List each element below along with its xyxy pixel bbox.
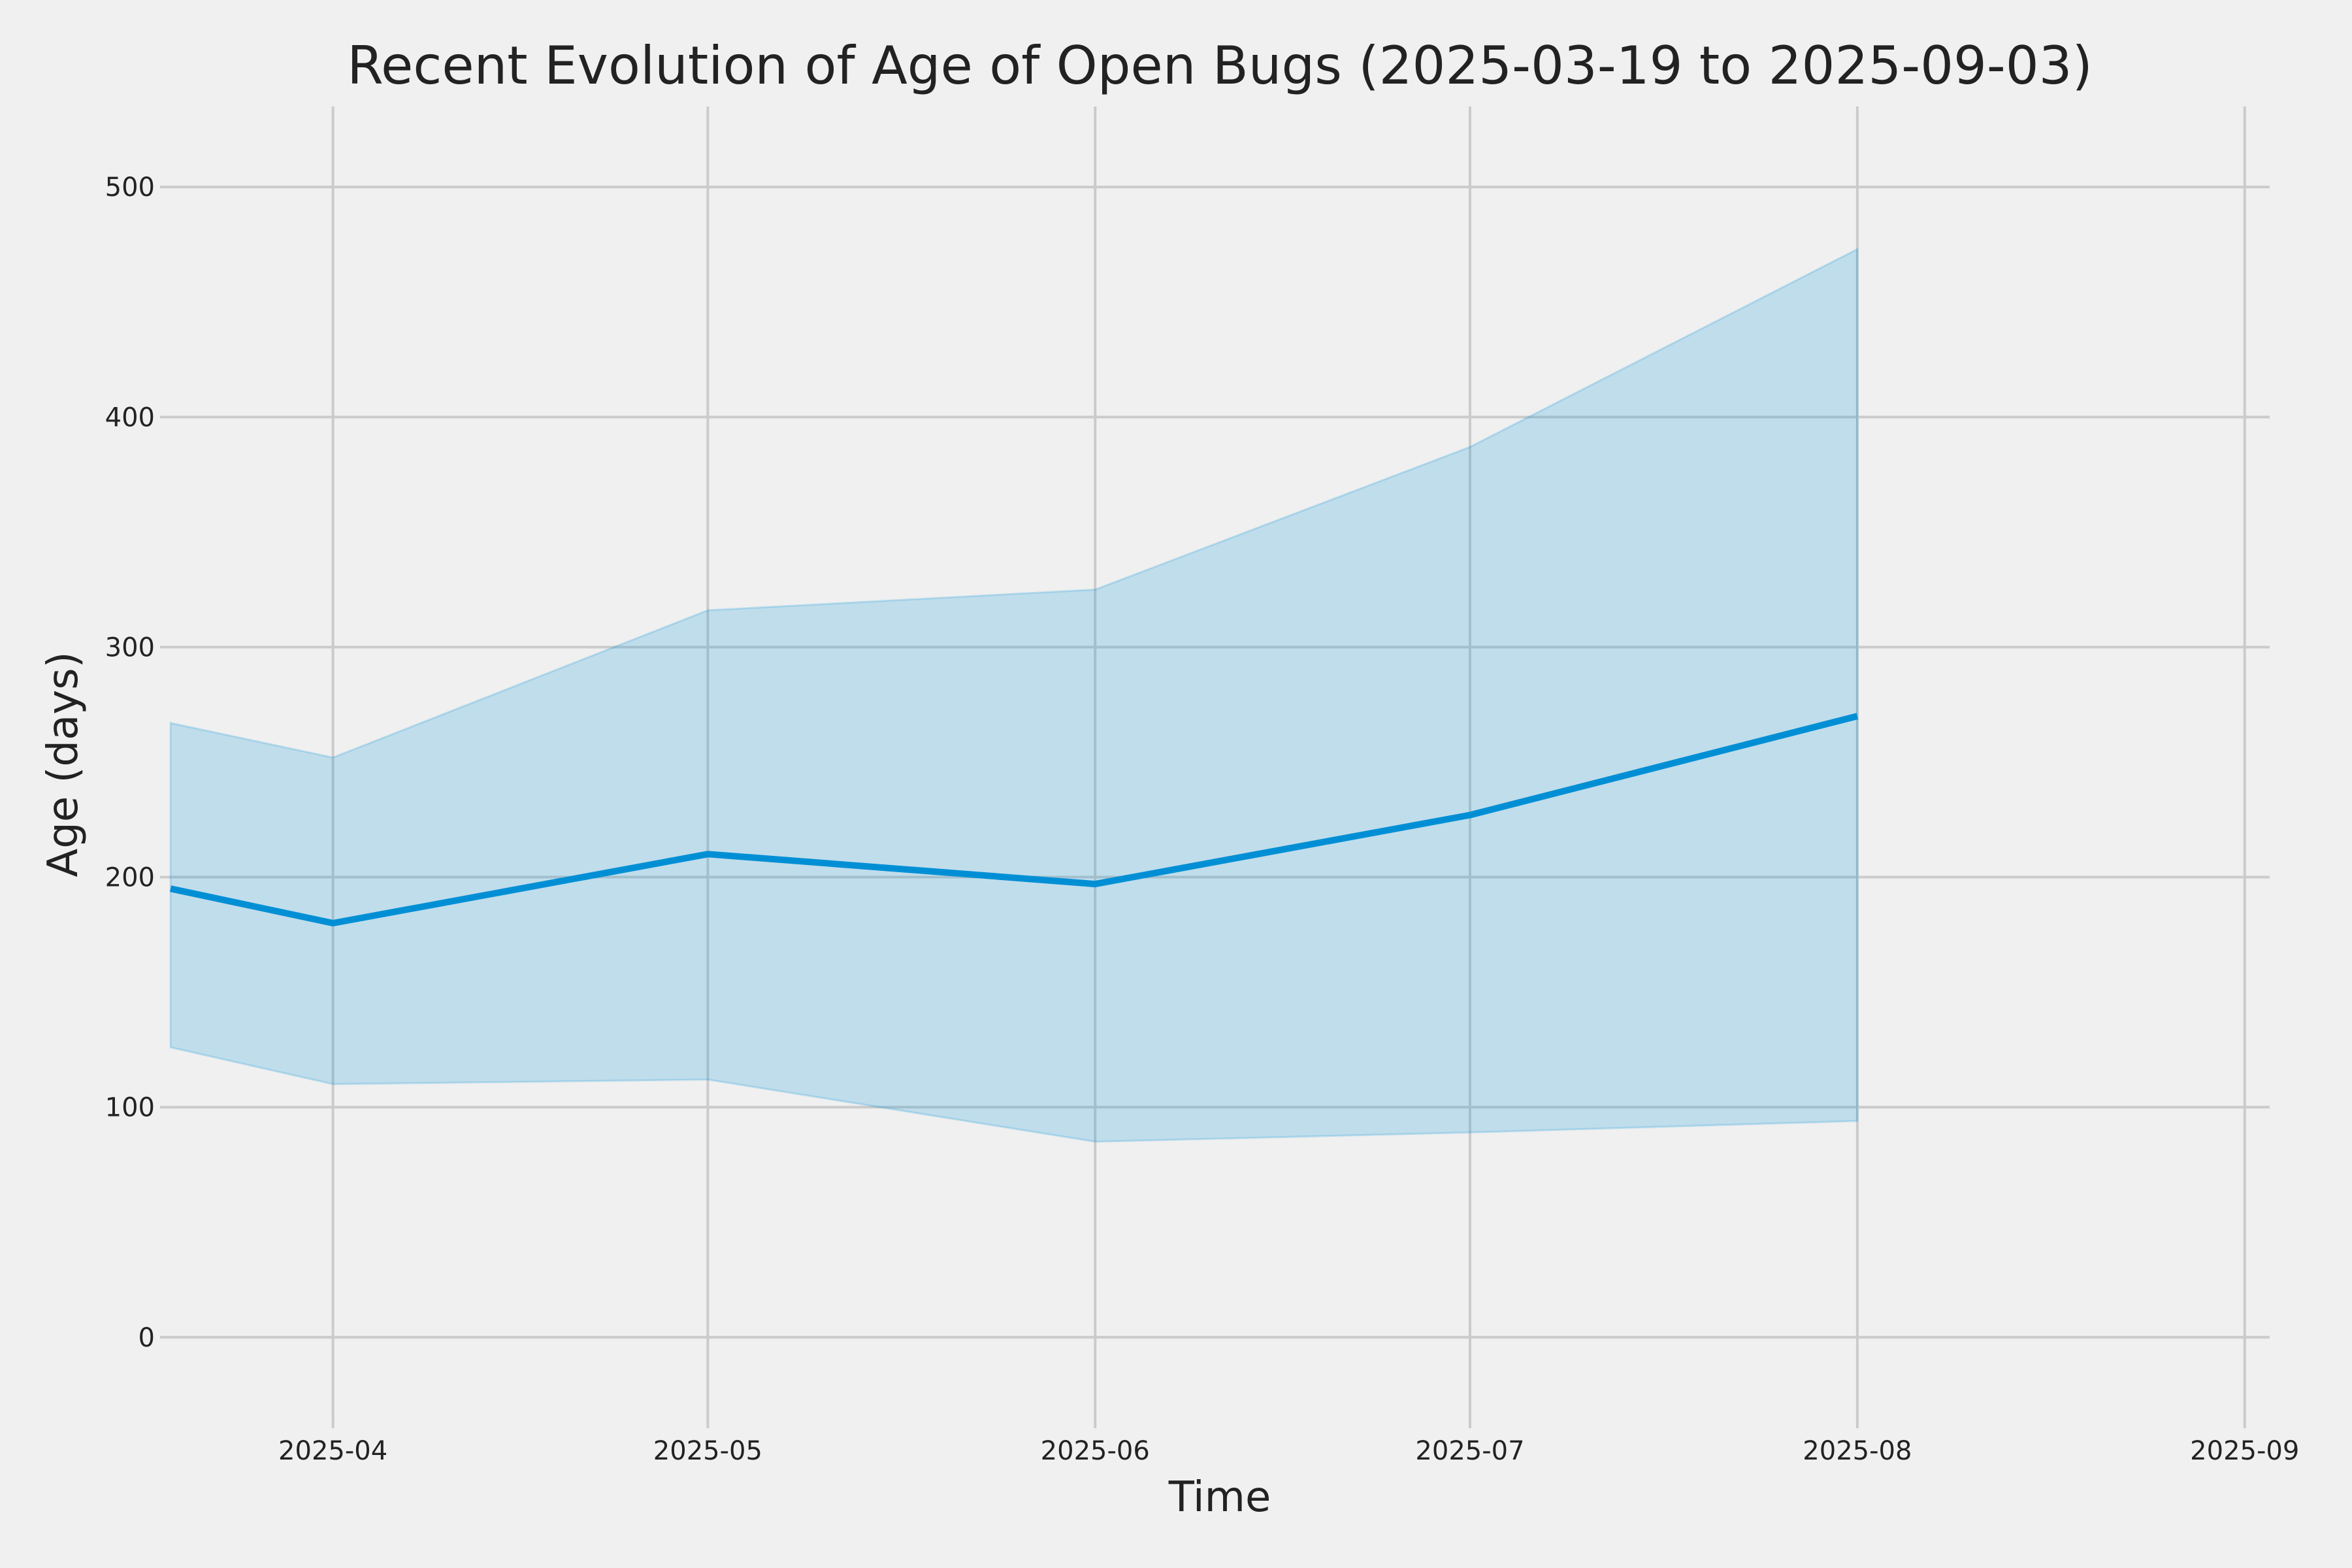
x-axis-label: Time — [1168, 1473, 1271, 1522]
y-tick-label: 100 — [105, 1093, 155, 1123]
y-tick-label: 400 — [105, 402, 155, 433]
x-tick-label: 2025-07 — [1415, 1436, 1524, 1466]
y-tick-label: 0 — [139, 1323, 155, 1353]
y-tick-label: 300 — [105, 632, 155, 662]
confidence-band-layer — [169, 247, 1859, 1143]
tick-labels: 2025-04 2025-05 2025-06 2025-07 2025-08 2025-… — [105, 172, 2300, 1466]
x-tick-label: 2025-06 — [1041, 1436, 1150, 1466]
confidence-band — [169, 247, 1859, 1143]
x-tick-label: 2025-05 — [653, 1436, 762, 1466]
chart-title: Recent Evolution of Age of Open Bugs (20… — [347, 35, 2093, 96]
series-line — [169, 713, 1859, 926]
series-line-layer — [169, 713, 1859, 926]
x-tick-label: 2025-04 — [278, 1436, 387, 1466]
grid — [160, 106, 2270, 1428]
x-tick-label: 2025-09 — [2190, 1436, 2299, 1466]
y-tick-label: 500 — [105, 172, 155, 203]
x-tick-label: 2025-08 — [1803, 1436, 1912, 1466]
y-tick-label: 200 — [105, 863, 155, 893]
y-axis-label: Age (days) — [39, 651, 88, 877]
